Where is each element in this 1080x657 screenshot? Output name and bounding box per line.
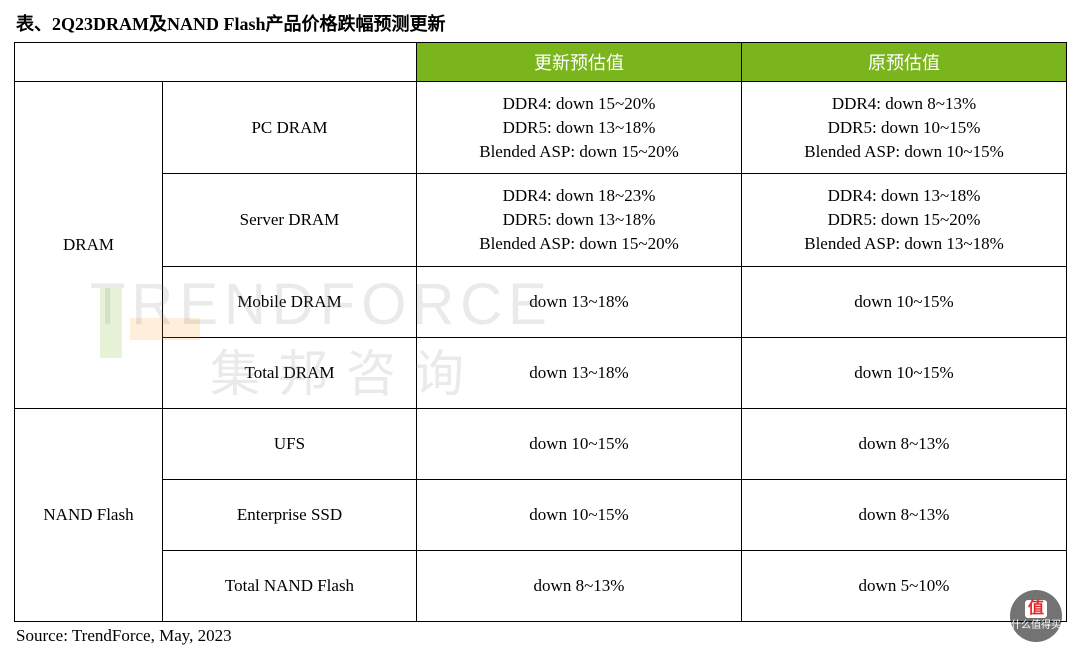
subcategory-cell: Total NAND Flash <box>163 550 417 621</box>
forecast-table: 更新预估值 原预估值 DRAMPC DRAMDDR4: down 15~20%D… <box>14 42 1067 622</box>
table-row: Total NAND Flashdown 8~13%down 5~10% <box>15 550 1067 621</box>
category-cell: NAND Flash <box>15 408 163 621</box>
subcategory-cell: PC DRAM <box>163 82 417 174</box>
subcategory-cell: Total DRAM <box>163 337 417 408</box>
updated-cell: down 8~13% <box>417 550 742 621</box>
badge-top: 值 <box>1025 600 1047 618</box>
table-row: Enterprise SSDdown 10~15%down 8~13% <box>15 479 1067 550</box>
table-row: Mobile DRAMdown 13~18%down 10~15% <box>15 266 1067 337</box>
updated-cell: down 10~15% <box>417 479 742 550</box>
smzdm-badge: 值 什么值得买 <box>1010 590 1062 642</box>
table-row: Server DRAMDDR4: down 18~23%DDR5: down 1… <box>15 174 1067 266</box>
updated-cell: down 10~15% <box>417 408 742 479</box>
table-title: 表、2Q23DRAM及NAND Flash产品价格跌幅预测更新 <box>16 10 1066 36</box>
updated-cell: down 13~18% <box>417 266 742 337</box>
table-row: NAND FlashUFSdown 10~15%down 8~13% <box>15 408 1067 479</box>
source-note: Source: TrendForce, May, 2023 <box>16 626 1066 646</box>
table-row: Total DRAMdown 13~18%down 10~15% <box>15 337 1067 408</box>
updated-cell: down 13~18% <box>417 337 742 408</box>
original-cell: DDR4: down 8~13%DDR5: down 10~15%Blended… <box>742 82 1067 174</box>
original-cell: down 8~13% <box>742 408 1067 479</box>
original-cell: down 8~13% <box>742 479 1067 550</box>
header-row: 更新预估值 原预估值 <box>15 43 1067 82</box>
header-original: 原预估值 <box>742 43 1067 82</box>
header-blank <box>15 43 417 82</box>
updated-cell: DDR4: down 18~23%DDR5: down 13~18%Blende… <box>417 174 742 266</box>
table-row: DRAMPC DRAMDDR4: down 15~20%DDR5: down 1… <box>15 82 1067 174</box>
subcategory-cell: Server DRAM <box>163 174 417 266</box>
subcategory-cell: Enterprise SSD <box>163 479 417 550</box>
subcategory-cell: Mobile DRAM <box>163 266 417 337</box>
category-cell: DRAM <box>15 82 163 409</box>
original-cell: down 10~15% <box>742 266 1067 337</box>
header-updated: 更新预估值 <box>417 43 742 82</box>
badge-bottom: 什么值得买 <box>1011 620 1061 631</box>
original-cell: down 10~15% <box>742 337 1067 408</box>
subcategory-cell: UFS <box>163 408 417 479</box>
original-cell: DDR4: down 13~18%DDR5: down 15~20%Blende… <box>742 174 1067 266</box>
updated-cell: DDR4: down 15~20%DDR5: down 13~18%Blende… <box>417 82 742 174</box>
